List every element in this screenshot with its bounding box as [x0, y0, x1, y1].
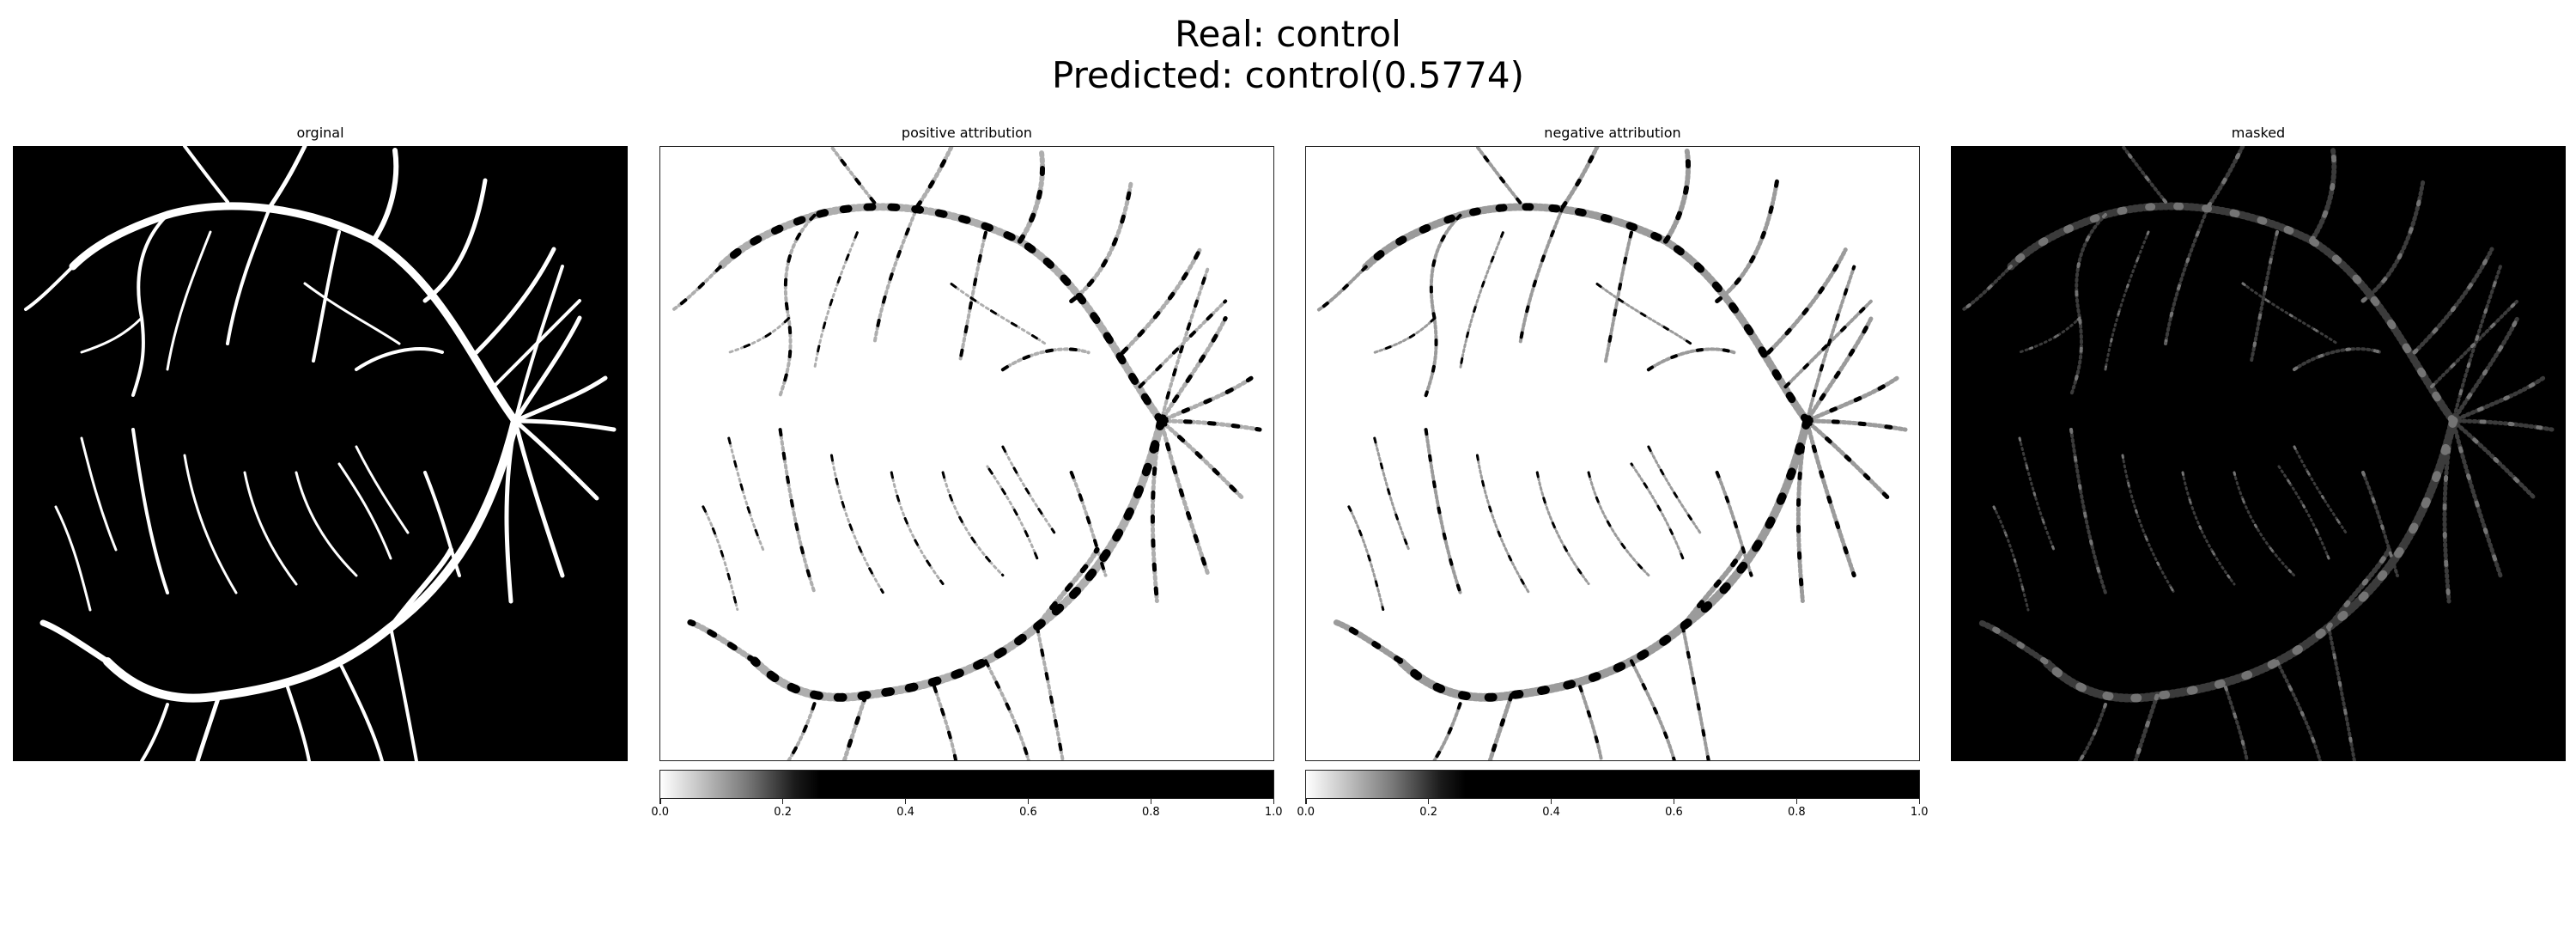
colorbar-tick-mark — [1305, 799, 1307, 804]
panel-title-negative: negative attribution — [1544, 125, 1681, 141]
colorbar-tick-label: 0.4 — [1542, 806, 1560, 819]
colorbar-tick-mark — [1918, 799, 1920, 804]
panel-title-positive: positive attribution — [901, 125, 1033, 141]
colorbar-positive — [659, 770, 1274, 799]
colorbar-tick-mark — [659, 799, 661, 804]
positive-attribution-image — [659, 146, 1274, 761]
colorbar-tick-label: 0.0 — [651, 806, 670, 819]
figure-title-real: Real: control — [1175, 13, 1401, 55]
colorbar-tick-label: 0.2 — [1419, 806, 1437, 819]
panel-title-masked: masked — [2231, 125, 2286, 141]
colorbar-tick-label: 0.4 — [896, 806, 914, 819]
colorbar-tick-label: 0.2 — [774, 806, 792, 819]
colorbar-tick-label: 0.8 — [1142, 806, 1160, 819]
figure-title-predicted: Predicted: control(0.5774) — [1052, 54, 1524, 96]
colorbar-negative — [1305, 770, 1920, 799]
masked-image — [1951, 146, 2566, 761]
colorbar-tick-label: 1.0 — [1264, 806, 1283, 819]
colorbar-tick-mark — [1150, 799, 1152, 804]
positive-attribution-map — [660, 147, 1273, 760]
negative-attribution-map — [1306, 147, 1919, 760]
colorbar-tick-mark — [904, 799, 907, 804]
colorbar-tick-mark — [1673, 799, 1675, 804]
colorbar-tick-mark — [1273, 799, 1274, 804]
colorbar-tick-mark — [1427, 799, 1430, 804]
colorbar-tick-mark — [781, 799, 784, 804]
colorbar-tick-label: 0.8 — [1788, 806, 1806, 819]
colorbar-tick-mark — [1550, 799, 1552, 804]
colorbar-tick-label: 0.6 — [1665, 806, 1683, 819]
colorbar-tick-label: 1.0 — [1910, 806, 1929, 819]
colorbar-tick-mark — [1027, 799, 1030, 804]
panel-title-original: orginal — [296, 125, 344, 141]
vessel-tree-original — [13, 146, 628, 761]
colorbar-tick-mark — [1795, 799, 1798, 804]
original-image — [13, 146, 628, 761]
colorbar-tick-label: 0.0 — [1297, 806, 1315, 819]
negative-attribution-image — [1305, 146, 1920, 761]
colorbar-tick-label: 0.6 — [1019, 806, 1037, 819]
masked-vessel-map — [1951, 146, 2566, 761]
